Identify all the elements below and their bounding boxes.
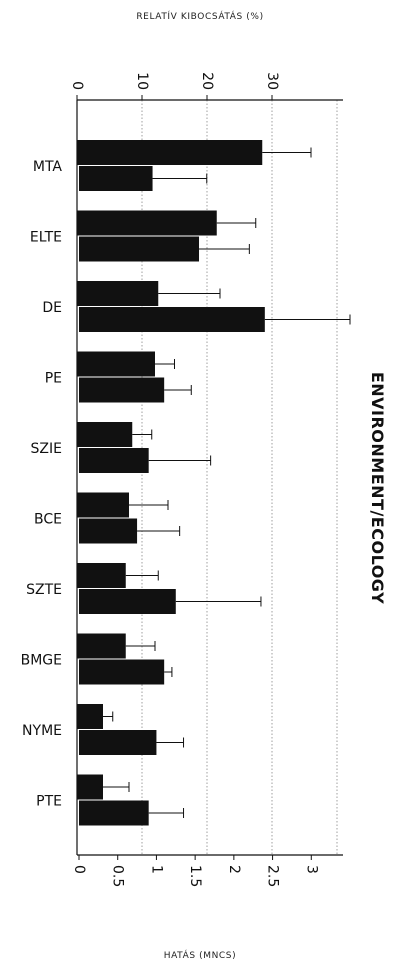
category-label: DE: [42, 300, 62, 316]
bar-relative-output: [77, 422, 133, 447]
category-label: ELTE: [30, 230, 62, 246]
bar-impact: [79, 800, 149, 826]
bar-relative-output: [77, 492, 129, 518]
bottom-tick-label: 1: [148, 865, 164, 874]
top-tick-label: 10: [134, 72, 150, 90]
bar-relative-output: [77, 704, 103, 729]
bar-impact: [79, 236, 200, 262]
chart-title: ENVIRONMENT/ECOLOGY: [368, 372, 387, 604]
category-label: SZIE: [31, 441, 62, 457]
bottom-tick-label: 1.5: [187, 865, 203, 887]
bar-impact: [79, 448, 149, 473]
bar-relative-output: [77, 351, 155, 377]
top-tick-label: 20: [199, 72, 215, 90]
labels: 0 10 20 30 0 0.5 1 1.5 2 2.5 3 MTA ELTE DE PE SZIE BCE SZ…: [21, 72, 320, 887]
bar-relative-output: [77, 633, 126, 659]
top-tick-label: 30: [264, 72, 280, 90]
bottom-tick-label: 2: [226, 865, 242, 874]
bar-impact: [79, 166, 153, 191]
top-tick-label: 0: [69, 81, 85, 90]
bar-impact: [79, 730, 157, 755]
bar-impact: [79, 377, 165, 403]
bar-impact: [79, 659, 165, 685]
top-axis-title: RELATÍV KIBOCSÁTÁS (%): [136, 10, 263, 22]
category-label: BCE: [34, 512, 62, 528]
category-label: NYME: [22, 723, 62, 739]
category-label: SZTE: [26, 582, 62, 598]
bottom-axis-title: HATÁS (MNCS): [164, 949, 236, 961]
category-label: MTA: [33, 159, 63, 175]
bar-relative-output: [77, 281, 159, 306]
bar-relative-output: [77, 140, 263, 165]
bar-impact: [79, 589, 176, 614]
bottom-tick-label: 3: [303, 865, 319, 874]
bar-impact: [79, 307, 265, 332]
bottom-tick-label: 2.5: [265, 865, 281, 887]
bar-relative-output: [77, 210, 217, 236]
bottom-tick-label: 0: [71, 865, 87, 874]
bar-relative-output: [77, 774, 103, 800]
bottom-tick-label: 0.5: [110, 865, 126, 887]
bar-relative-output: [77, 563, 126, 588]
bars: [77, 140, 351, 826]
category-label: BMGE: [21, 653, 62, 669]
category-label: PE: [45, 371, 62, 387]
category-label: PTE: [36, 794, 62, 810]
bar-impact: [79, 518, 138, 544]
